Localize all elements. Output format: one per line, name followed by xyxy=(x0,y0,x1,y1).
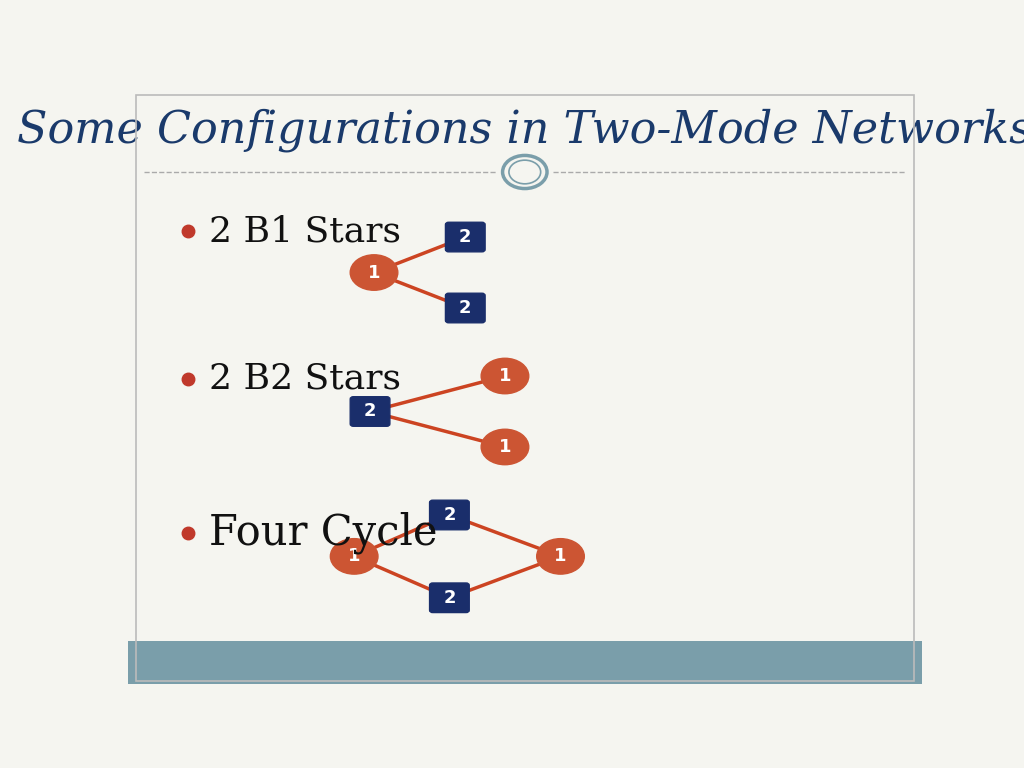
FancyBboxPatch shape xyxy=(350,397,390,426)
FancyBboxPatch shape xyxy=(430,500,469,530)
Circle shape xyxy=(503,155,547,189)
Text: 2: 2 xyxy=(443,506,456,524)
Text: 2: 2 xyxy=(364,402,376,421)
Text: Four Cycle: Four Cycle xyxy=(209,511,437,554)
Circle shape xyxy=(331,538,378,574)
Text: 2: 2 xyxy=(459,228,471,246)
Text: 1: 1 xyxy=(499,438,511,456)
Circle shape xyxy=(537,538,585,574)
Circle shape xyxy=(481,358,528,394)
Text: 1: 1 xyxy=(554,548,566,565)
Text: 1: 1 xyxy=(368,263,380,282)
Text: 2 B1 Stars: 2 B1 Stars xyxy=(209,214,401,248)
FancyBboxPatch shape xyxy=(128,641,922,684)
Text: 1: 1 xyxy=(348,548,360,565)
Circle shape xyxy=(350,255,397,290)
FancyBboxPatch shape xyxy=(430,583,469,613)
Text: 2 B2 Stars: 2 B2 Stars xyxy=(209,362,401,396)
FancyBboxPatch shape xyxy=(445,222,485,252)
Text: Some Configurations in Two-Mode Networks: Some Configurations in Two-Mode Networks xyxy=(17,109,1024,152)
Text: 2: 2 xyxy=(443,589,456,607)
FancyBboxPatch shape xyxy=(445,293,485,323)
Text: 2: 2 xyxy=(459,299,471,317)
Circle shape xyxy=(481,429,528,465)
Text: 1: 1 xyxy=(499,367,511,385)
